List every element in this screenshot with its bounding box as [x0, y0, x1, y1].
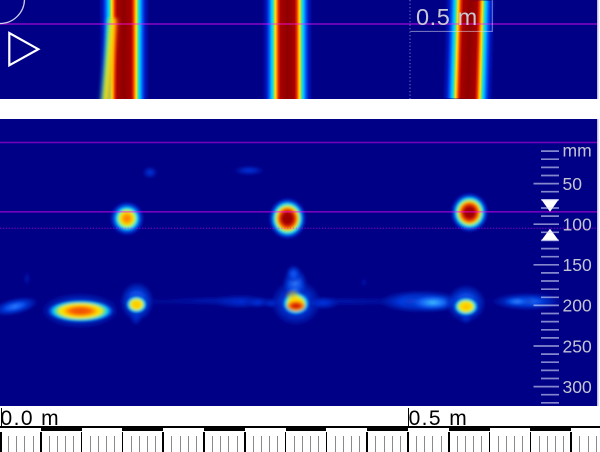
- svg-text:50: 50: [563, 173, 583, 193]
- svg-text:100: 100: [563, 214, 592, 234]
- svg-text:mm: mm: [563, 140, 592, 160]
- svg-text:200: 200: [563, 295, 592, 315]
- svg-text:0.5 m: 0.5 m: [416, 4, 478, 30]
- svg-text:300: 300: [563, 376, 592, 396]
- svg-text:150: 150: [563, 255, 592, 275]
- svg-text:250: 250: [563, 336, 592, 356]
